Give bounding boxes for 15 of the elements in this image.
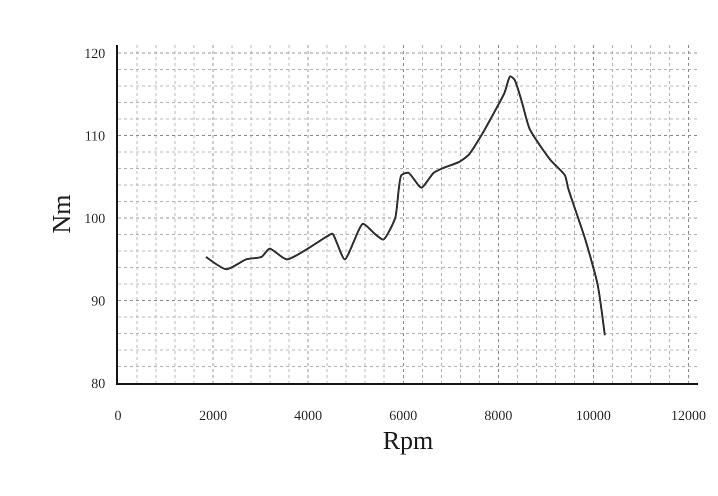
y-axis-title: Nm bbox=[47, 194, 76, 234]
x-tick-label: 6000 bbox=[389, 408, 418, 424]
line-series bbox=[204, 75, 606, 336]
y-tick-label: 80 bbox=[91, 376, 106, 392]
x-tick-label: 4000 bbox=[294, 408, 322, 424]
y-tick-label: 120 bbox=[84, 47, 106, 62]
y-tick-label: 110 bbox=[84, 130, 106, 145]
x-axis-title: Rpm bbox=[382, 426, 434, 455]
y-tick-label: 100 bbox=[84, 212, 106, 228]
x-tick-label: 8000 bbox=[484, 408, 512, 424]
x-tick-label: 0 bbox=[114, 408, 122, 424]
x-tick-label: 2000 bbox=[199, 408, 228, 424]
x-tick-label: 12000 bbox=[670, 408, 706, 424]
x-tick-label: 10000 bbox=[576, 408, 611, 424]
y-tick-label: 90 bbox=[91, 294, 106, 310]
